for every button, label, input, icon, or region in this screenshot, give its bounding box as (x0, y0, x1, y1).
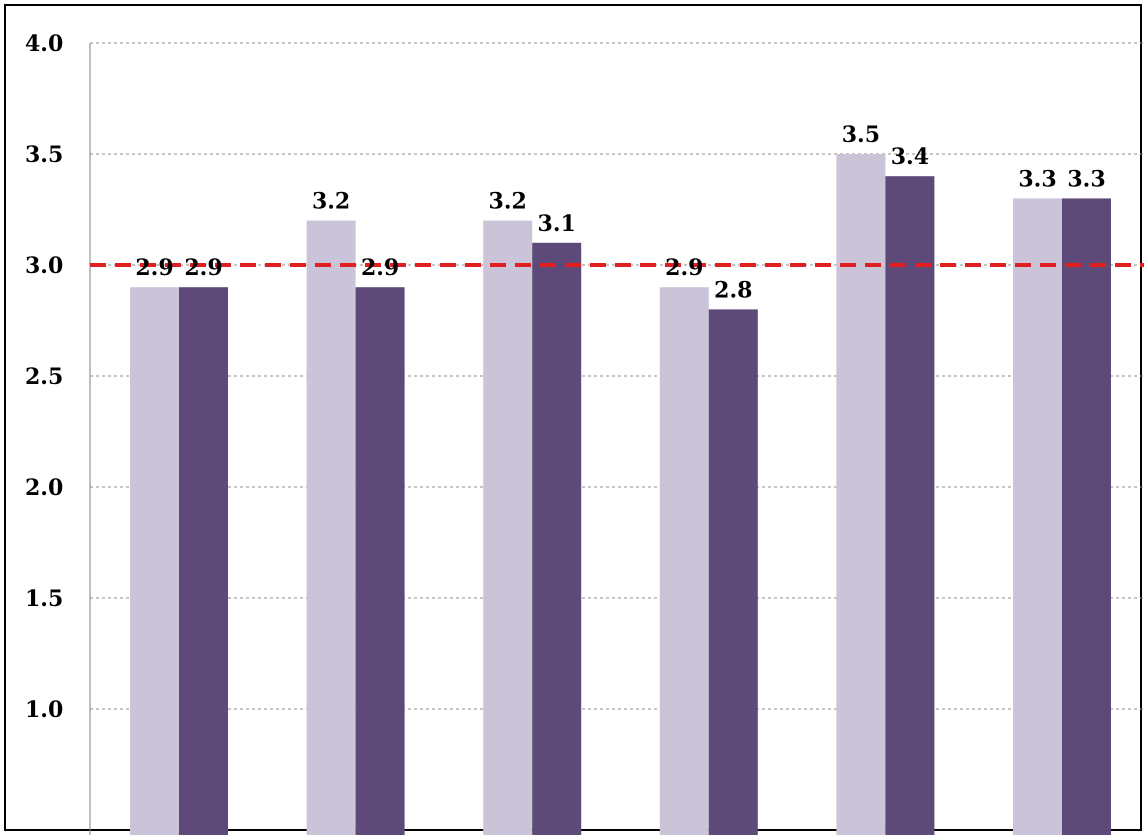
bar-series-2-cat-3 (532, 242, 582, 835)
y-tick-label: 2.0 (25, 475, 63, 501)
data-label: 2.9 (184, 255, 222, 281)
data-labels: 2.9 3.2 3.2 2.9 3.5 3.3 2.9 2.9 3.1 2.8 3.4 3.3 (135, 122, 1105, 303)
data-label: 3.5 (842, 122, 880, 148)
bar-series-2-cat-6 (1062, 198, 1111, 835)
y-tick-label: 1.5 (25, 586, 63, 612)
y-tick-label: 2.5 (25, 364, 63, 390)
bar-series-1-cat-5 (836, 154, 886, 835)
bar-series-1-cat-6 (1013, 198, 1062, 835)
bar-series-1-cat-1 (130, 287, 179, 835)
bar-series-2-cat-1 (179, 287, 228, 835)
y-tick-label: 1.0 (25, 697, 63, 723)
data-label: 2.9 (361, 255, 399, 281)
data-label: 2.9 (665, 255, 703, 281)
y-axis: 1.0 1.5 2.0 2.5 3.0 3.5 4.0 (25, 31, 91, 835)
data-label: 3.1 (538, 211, 576, 237)
data-label: 3.3 (1067, 166, 1105, 192)
y-tick-label: 4.0 (25, 31, 63, 57)
data-label: 3.2 (489, 189, 527, 215)
bar-series-1-cat-3 (483, 220, 533, 835)
bar-series-1-cat-2 (306, 220, 356, 835)
bar-series-2-cat-4 (708, 309, 758, 835)
y-tick-label: 3.0 (25, 253, 63, 279)
bar-series-2-cat-5 (885, 176, 935, 835)
data-label: 2.9 (135, 255, 173, 281)
gridlines (90, 42, 1144, 710)
data-label: 3.2 (312, 189, 350, 215)
data-label: 3.3 (1018, 166, 1056, 192)
bars (130, 154, 1111, 835)
bar-series-1-cat-4 (659, 287, 709, 835)
data-label: 3.4 (891, 144, 929, 170)
y-tick-label: 3.5 (25, 142, 63, 168)
bar-series-2-cat-2 (355, 287, 405, 835)
data-label: 2.8 (714, 277, 752, 303)
